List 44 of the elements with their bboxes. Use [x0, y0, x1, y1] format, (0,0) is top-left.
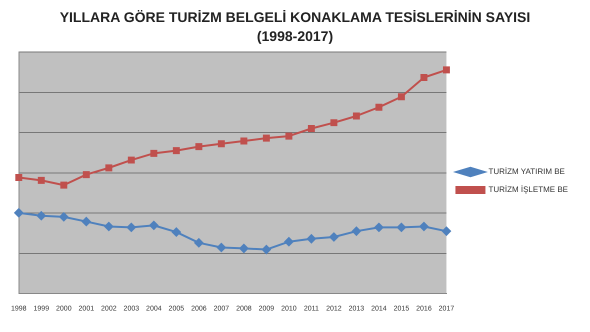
point — [150, 150, 158, 157]
point — [172, 147, 180, 154]
point — [396, 222, 406, 232]
point — [14, 208, 24, 218]
point — [218, 140, 225, 148]
point — [284, 237, 294, 246]
chart-subtitle: (1998-2017) — [256, 27, 334, 46]
legend-label: TURİZM YATIRIM BE — [488, 167, 565, 176]
point — [240, 138, 248, 145]
point — [126, 222, 136, 232]
point — [285, 132, 292, 140]
legend-label: TURİZM İŞLETME BE — [488, 185, 568, 194]
point — [398, 93, 405, 100]
point — [194, 238, 204, 248]
point — [128, 156, 135, 164]
point — [374, 222, 384, 232]
point — [195, 143, 202, 150]
point — [104, 222, 114, 231]
point — [352, 226, 361, 236]
point — [442, 66, 450, 74]
point — [15, 174, 22, 181]
point — [38, 176, 45, 184]
point — [59, 212, 68, 222]
point — [172, 228, 181, 237]
point — [352, 112, 360, 120]
point — [105, 164, 112, 172]
point — [375, 104, 382, 111]
chart-title: YILLARA GÖRE TURİZM BELGELİ KONAKLAMA TESİSLERİNİN SAYISI — [58, 8, 532, 27]
point — [262, 245, 271, 254]
point — [306, 234, 316, 244]
point — [442, 226, 451, 236]
point — [262, 134, 270, 142]
point — [149, 220, 158, 230]
point — [82, 217, 91, 226]
point — [60, 182, 68, 189]
point — [419, 222, 428, 231]
point — [82, 171, 90, 178]
point — [329, 232, 338, 242]
point — [308, 125, 315, 132]
point — [239, 244, 248, 253]
point — [330, 119, 338, 126]
point — [36, 211, 46, 220]
point — [216, 243, 226, 252]
point — [420, 74, 428, 81]
